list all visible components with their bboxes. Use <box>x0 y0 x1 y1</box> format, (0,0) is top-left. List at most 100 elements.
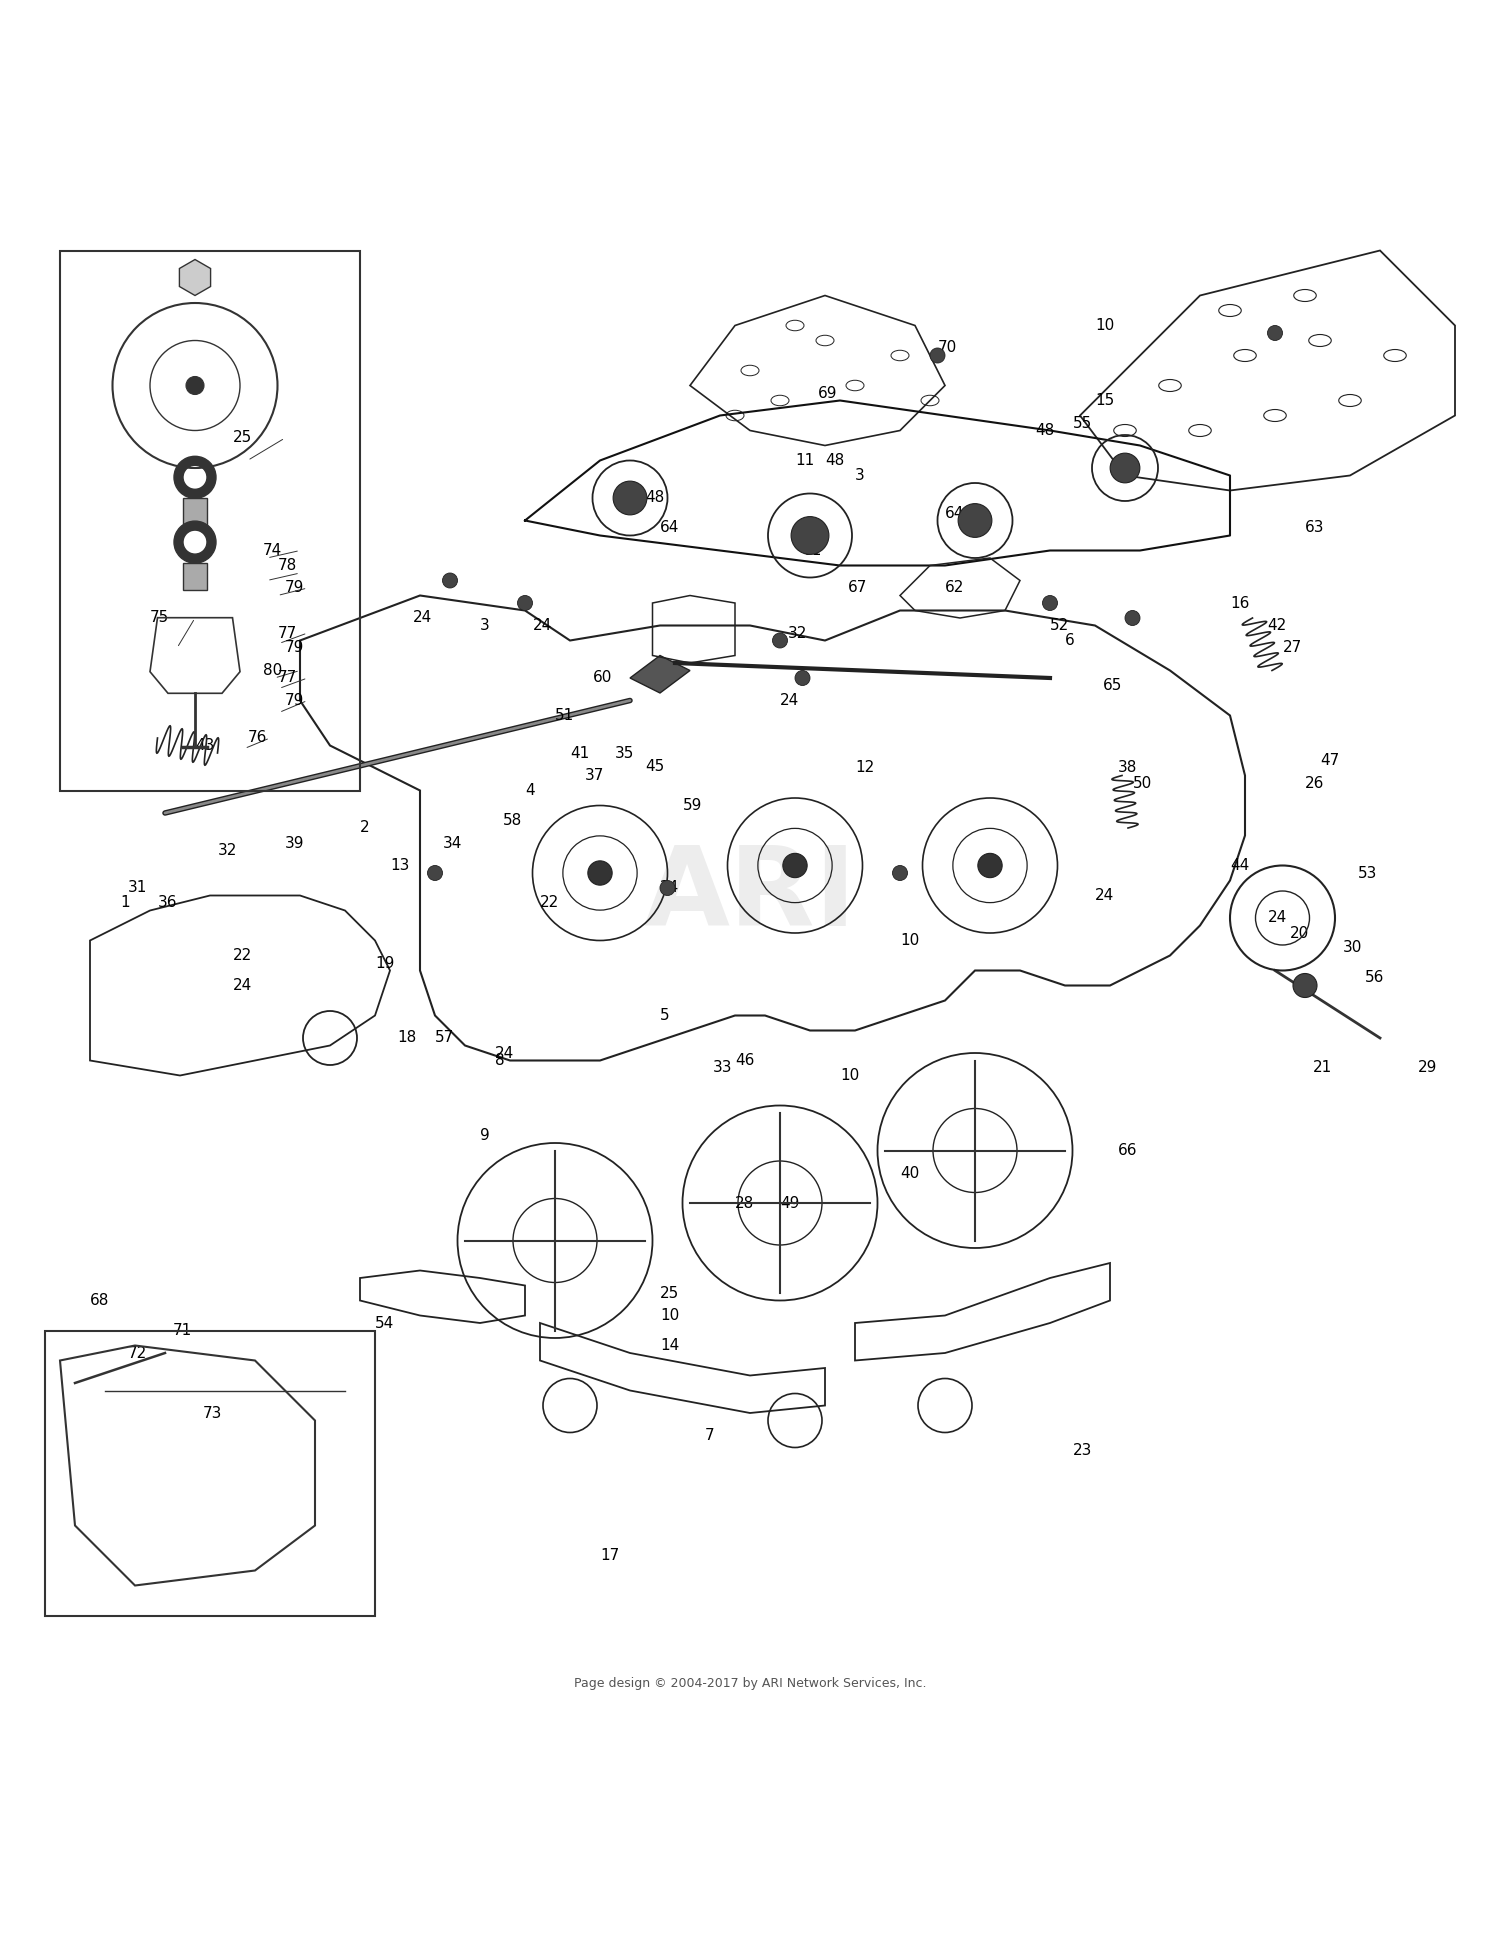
Text: 8: 8 <box>495 1054 504 1068</box>
Text: 33: 33 <box>712 1060 732 1075</box>
Text: 24: 24 <box>1268 910 1287 926</box>
Text: 6: 6 <box>1065 633 1074 648</box>
Text: 24: 24 <box>1095 887 1114 903</box>
Text: 18: 18 <box>398 1031 417 1046</box>
Text: 60: 60 <box>592 670 612 685</box>
Text: 63: 63 <box>1305 520 1324 536</box>
Circle shape <box>442 573 458 588</box>
Circle shape <box>1293 974 1317 998</box>
Text: 44: 44 <box>1230 858 1250 873</box>
Text: 5: 5 <box>660 1007 669 1023</box>
Text: 75: 75 <box>150 611 170 625</box>
Text: 46: 46 <box>735 1054 754 1068</box>
Circle shape <box>892 866 908 881</box>
Text: 57: 57 <box>435 1031 454 1046</box>
Text: 66: 66 <box>1118 1143 1137 1159</box>
Text: 31: 31 <box>128 881 147 895</box>
Text: 17: 17 <box>600 1549 619 1563</box>
Text: 47: 47 <box>1320 753 1340 769</box>
Text: 43: 43 <box>195 738 214 753</box>
Text: 32: 32 <box>788 625 807 641</box>
Text: 77: 77 <box>278 625 297 641</box>
Text: 56: 56 <box>1365 970 1384 986</box>
Text: 80: 80 <box>262 664 282 677</box>
Text: 55: 55 <box>1072 415 1092 431</box>
Text: 73: 73 <box>202 1405 222 1421</box>
Text: 10: 10 <box>840 1068 860 1083</box>
Text: 22: 22 <box>540 895 560 910</box>
Circle shape <box>518 596 532 611</box>
Text: 45: 45 <box>645 759 664 774</box>
Text: 16: 16 <box>1230 596 1250 611</box>
Circle shape <box>783 854 807 877</box>
Circle shape <box>427 866 442 881</box>
Text: 79: 79 <box>285 693 304 708</box>
Text: 29: 29 <box>1418 1060 1437 1075</box>
Text: Page design © 2004-2017 by ARI Network Services, Inc.: Page design © 2004-2017 by ARI Network S… <box>573 1677 926 1689</box>
Text: 76: 76 <box>248 730 267 745</box>
Text: 24: 24 <box>232 978 252 994</box>
Text: 62: 62 <box>945 580 964 596</box>
Circle shape <box>1110 452 1140 483</box>
Circle shape <box>772 633 788 648</box>
Text: 26: 26 <box>1305 776 1324 790</box>
Text: 3: 3 <box>855 468 864 483</box>
Circle shape <box>186 377 204 394</box>
Text: 39: 39 <box>285 835 304 850</box>
Text: 71: 71 <box>172 1324 192 1337</box>
Text: 19: 19 <box>375 955 394 970</box>
Text: 24: 24 <box>660 881 680 895</box>
Polygon shape <box>630 656 690 693</box>
Text: 9: 9 <box>480 1128 489 1143</box>
Text: 59: 59 <box>682 798 702 813</box>
Circle shape <box>795 670 810 685</box>
Text: 2: 2 <box>360 821 369 835</box>
Text: 1: 1 <box>120 895 129 910</box>
Text: 11: 11 <box>795 452 814 468</box>
Text: 50: 50 <box>1132 776 1152 790</box>
Text: 25: 25 <box>232 431 252 446</box>
Text: 21: 21 <box>1312 1060 1332 1075</box>
Circle shape <box>1125 611 1140 625</box>
Text: 54: 54 <box>375 1316 394 1330</box>
Text: 35: 35 <box>615 745 634 761</box>
Text: 74: 74 <box>262 543 282 557</box>
Circle shape <box>1268 326 1282 340</box>
Circle shape <box>978 854 1002 877</box>
Text: 30: 30 <box>1342 941 1362 955</box>
Text: 79: 79 <box>285 580 304 596</box>
Text: 24: 24 <box>495 1046 514 1060</box>
Text: 3: 3 <box>480 617 489 633</box>
Text: 77: 77 <box>278 670 297 685</box>
Text: 53: 53 <box>1358 866 1377 881</box>
Text: 24: 24 <box>780 693 800 708</box>
Text: 37: 37 <box>585 769 604 782</box>
Bar <box>183 563 207 590</box>
Text: 40: 40 <box>900 1165 920 1180</box>
Text: ARI: ARI <box>644 842 856 949</box>
Text: 58: 58 <box>503 813 522 829</box>
Text: 12: 12 <box>855 761 874 776</box>
Text: 36: 36 <box>158 895 177 910</box>
Text: 42: 42 <box>1268 617 1287 633</box>
Circle shape <box>958 503 992 538</box>
Text: 4: 4 <box>525 782 534 798</box>
Text: 61: 61 <box>802 543 822 557</box>
Text: 22: 22 <box>232 947 252 963</box>
Text: 65: 65 <box>1102 677 1122 693</box>
Text: 34: 34 <box>442 835 462 850</box>
Text: 24: 24 <box>532 617 552 633</box>
Circle shape <box>1042 596 1058 611</box>
Text: 10: 10 <box>660 1308 680 1324</box>
Text: 10: 10 <box>1095 318 1114 334</box>
Text: 13: 13 <box>390 858 410 873</box>
Text: 48: 48 <box>1035 423 1054 439</box>
Text: 41: 41 <box>570 745 590 761</box>
Text: 79: 79 <box>285 641 304 656</box>
Text: 52: 52 <box>1050 617 1070 633</box>
Text: 27: 27 <box>1282 641 1302 656</box>
Bar <box>45 1330 375 1615</box>
Text: 70: 70 <box>938 340 957 355</box>
Text: 25: 25 <box>660 1285 680 1300</box>
Text: 28: 28 <box>735 1196 754 1211</box>
